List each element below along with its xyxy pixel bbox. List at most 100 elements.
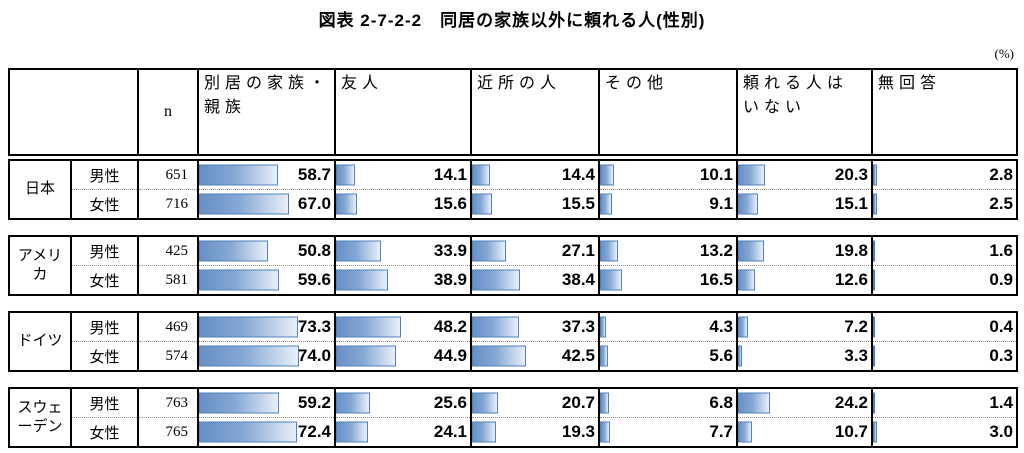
gender-label: 女性 [70, 341, 139, 372]
data-bar [200, 269, 280, 291]
header-n-label: n [137, 68, 199, 156]
value-label: 20.7 [561, 393, 595, 412]
value-label: 15.5 [561, 194, 595, 213]
value-cell: 5.6 [598, 341, 738, 372]
country-block-america: アメリカ 男性 425 50.8 33.9 27.1 13.2 19.8 1.6… [8, 235, 1018, 296]
header-category-friends: 友人 [334, 68, 472, 156]
value-label: 19.3 [561, 422, 595, 441]
value-label: 7.7 [709, 422, 733, 441]
value-cell: 48.2 [334, 311, 472, 342]
data-bar [200, 421, 297, 443]
n-value: 574 [137, 341, 199, 372]
value-label: 12.6 [834, 270, 868, 289]
value-cell: 37.3 [470, 311, 600, 342]
value-cell: 33.9 [334, 235, 472, 266]
data-bar [874, 316, 875, 338]
value-cell: 13.2 [598, 235, 738, 266]
data-bar [337, 193, 357, 215]
table-row: 女性 765 72.4 24.1 19.3 7.7 10.7 3.0 [9, 417, 1018, 448]
data-bar [473, 164, 491, 186]
data-bar [337, 269, 389, 291]
value-cell: 2.5 [871, 189, 1018, 220]
data-bar [200, 240, 268, 262]
value-cell: 7.7 [598, 417, 738, 448]
gender-label: 男性 [70, 159, 139, 190]
data-bar [739, 164, 765, 186]
data-bar [473, 269, 521, 291]
data-bar [473, 392, 499, 414]
value-cell: 25.6 [334, 387, 472, 418]
value-cell: 67.0 [197, 189, 336, 220]
n-value: 469 [137, 311, 199, 342]
value-cell: 15.6 [334, 189, 472, 220]
data-bar [739, 345, 743, 367]
value-cell: 12.6 [736, 265, 873, 296]
data-bar [337, 240, 382, 262]
value-label: 10.7 [834, 422, 868, 441]
value-label: 0.9 [989, 270, 1013, 289]
data-bar [739, 193, 759, 215]
value-cell: 7.2 [736, 311, 873, 342]
value-label: 14.4 [561, 165, 595, 184]
value-label: 42.5 [561, 346, 595, 365]
country-label: 日本 [8, 159, 72, 220]
value-label: 15.6 [433, 194, 467, 213]
value-cell: 19.3 [470, 417, 600, 448]
value-label: 5.6 [709, 346, 733, 365]
value-label: 50.8 [297, 241, 331, 260]
value-cell: 74.0 [197, 341, 336, 372]
data-bar [739, 421, 753, 443]
header-category-family: 別居の家族・ 親族 [197, 68, 336, 156]
value-label: 24.1 [433, 422, 467, 441]
n-value: 716 [137, 189, 199, 220]
data-bar [473, 193, 492, 215]
data-bar [473, 345, 526, 367]
value-cell: 59.2 [197, 387, 336, 418]
data-bar [200, 193, 290, 215]
table-row: 女性 716 67.0 15.6 15.5 9.1 15.1 2.5 [9, 189, 1018, 220]
value-cell: 24.1 [334, 417, 472, 448]
value-cell: 20.7 [470, 387, 600, 418]
value-label: 7.2 [844, 317, 868, 336]
data-bar [601, 193, 613, 215]
value-cell: 1.4 [871, 387, 1018, 418]
value-cell: 1.6 [871, 235, 1018, 266]
country-block-sweden: スウェーデン 男性 763 59.2 25.6 20.7 6.8 24.2 1.… [8, 387, 1018, 448]
data-bar [601, 240, 618, 262]
value-label: 25.6 [433, 393, 467, 412]
data-bar [874, 164, 877, 186]
country-block-germany: ドイツ 男性 469 73.3 48.2 37.3 4.3 7.2 0.4 女性… [8, 311, 1018, 372]
data-bar [874, 193, 877, 215]
n-value: 581 [137, 265, 199, 296]
data-bar [473, 421, 497, 443]
value-label: 38.4 [561, 270, 595, 289]
data-bar [874, 392, 875, 414]
value-label: 2.8 [989, 165, 1013, 184]
value-label: 67.0 [297, 194, 331, 213]
data-bar [874, 269, 875, 291]
data-bar [739, 269, 755, 291]
value-cell: 24.2 [736, 387, 873, 418]
value-label: 14.1 [433, 165, 467, 184]
value-label: 38.9 [433, 270, 467, 289]
gender-label: 女性 [70, 265, 139, 296]
data-bar [874, 240, 876, 262]
value-cell: 4.3 [598, 311, 738, 342]
unit-label: (%) [994, 46, 1015, 61]
header-category-other: その他 [598, 68, 738, 156]
n-value: 651 [137, 159, 199, 190]
data-bar [473, 240, 507, 262]
value-label: 1.6 [989, 241, 1013, 260]
value-cell: 14.1 [334, 159, 472, 190]
header-category-neighbors: 近所の人 [470, 68, 600, 156]
data-bar [601, 421, 611, 443]
value-cell: 19.8 [736, 235, 873, 266]
table-row: 女性 581 59.6 38.9 38.4 16.5 12.6 0.9 [9, 265, 1018, 296]
data-bar [473, 316, 519, 338]
value-label: 16.5 [699, 270, 733, 289]
data-bar [337, 421, 369, 443]
data-bar [739, 316, 748, 338]
n-value: 763 [137, 387, 199, 418]
figure-title: 図表 2-7-2-2 同居の家族以外に頼れる人(性別) [318, 11, 706, 30]
